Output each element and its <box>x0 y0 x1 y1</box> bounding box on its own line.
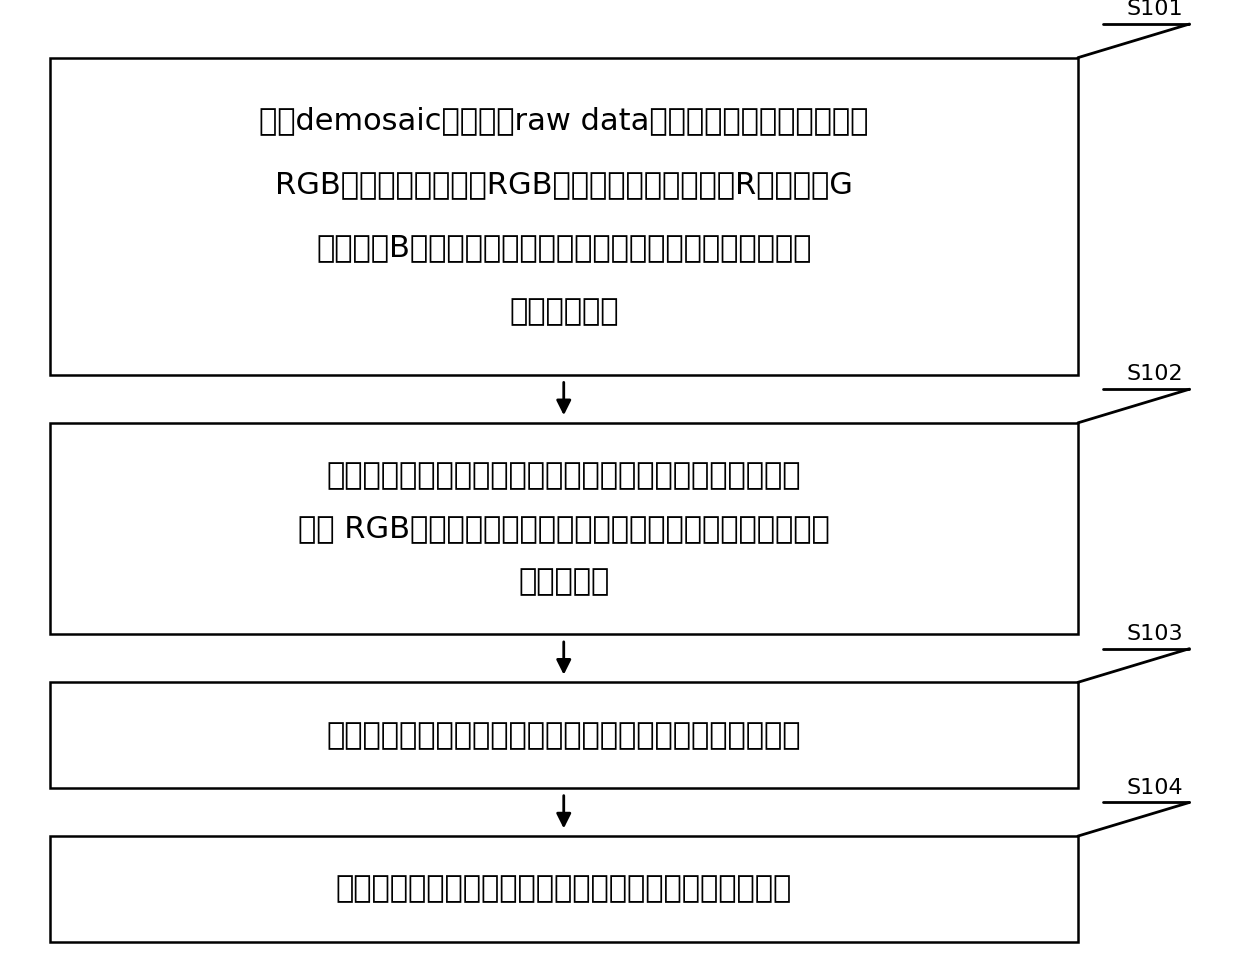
Text: 根据最终的增益值对图像中的每个像素点进行白平衡校正: 根据最终的增益值对图像中的每个像素点进行白平衡校正 <box>336 875 792 903</box>
Text: S101: S101 <box>1126 0 1183 19</box>
Bar <box>50 836 1078 942</box>
Text: S102: S102 <box>1126 364 1183 384</box>
Text: 分量值和B分量值分别乘以预定的增益系数，得到用于白平衡: 分量值和B分量值分别乘以预定的增益系数，得到用于白平衡 <box>316 234 812 262</box>
Text: S104: S104 <box>1126 777 1183 798</box>
Text: RGB全彩色；将恢复到RGB全彩色的每个像素点的R分量值、G: RGB全彩色；将恢复到RGB全彩色的每个像素点的R分量值、G <box>275 170 852 199</box>
Bar <box>50 682 1078 788</box>
Text: 白平衡数据: 白平衡数据 <box>518 567 610 596</box>
Text: 统计的数据源: 统计的数据源 <box>509 297 618 326</box>
Bar <box>50 423 1078 634</box>
Text: 通过计算机程序对白平衡数据进行处理，得到最终的增益值: 通过计算机程序对白平衡数据进行处理，得到最终的增益值 <box>327 721 800 750</box>
Text: 像从 RGB色彩空间转到相应色彩空间，并统计所需的信息得到: 像从 RGB色彩空间转到相应色彩空间，并统计所需的信息得到 <box>297 514 830 543</box>
Text: 将用于白平衡统计的数据源根据所需统计的数据属性，将图: 将用于白平衡统计的数据源根据所需统计的数据属性，将图 <box>327 461 800 490</box>
Text: 通过demosaic算法，将raw data图像中的每个像素点恢复到: 通过demosaic算法，将raw data图像中的每个像素点恢复到 <box>259 107 869 136</box>
Bar <box>50 58 1078 375</box>
Text: S103: S103 <box>1126 624 1183 644</box>
